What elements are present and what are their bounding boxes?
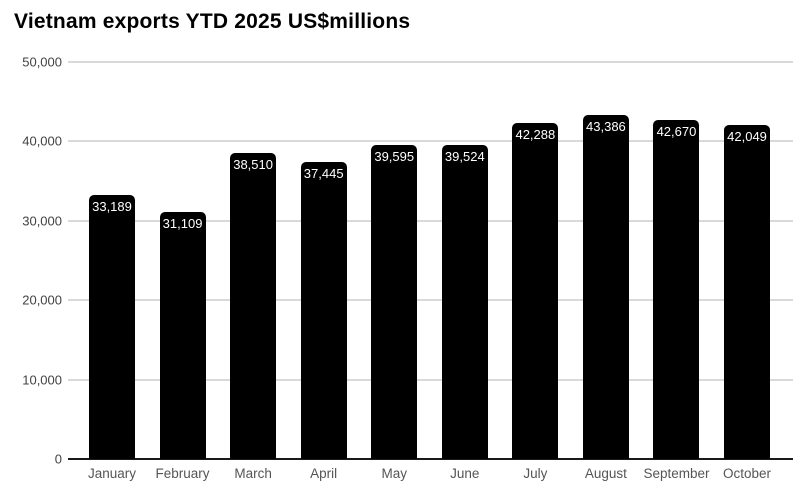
- bar-june: 39,524: [441, 145, 488, 459]
- bar-september: 42,670: [653, 120, 700, 459]
- bar-value-label: 37,445: [303, 165, 344, 181]
- gridline: [68, 299, 793, 302]
- bar-october: 42,049: [724, 125, 771, 459]
- x-axis-label-july: July: [523, 466, 548, 481]
- y-axis-tick-label: 50,000: [22, 54, 62, 70]
- y-axis-tick-label: 0: [54, 451, 62, 467]
- x-axis-label-june: June: [450, 466, 480, 481]
- x-axis-line: [68, 458, 793, 460]
- bar-july: 42,288: [512, 123, 559, 459]
- x-axis-label-february: February: [155, 466, 210, 481]
- bar-april: 37,445: [300, 161, 347, 459]
- x-axis-label-march: March: [234, 466, 272, 481]
- bar-march: 38,510: [230, 153, 277, 459]
- y-axis-tick-label: 20,000: [22, 292, 62, 308]
- gridline: [68, 61, 793, 63]
- bar-value-label: 39,595: [374, 148, 415, 164]
- y-axis-tick-label: 10,000: [22, 372, 62, 388]
- chart-title: Vietnam exports YTD 2025 US$millions: [14, 10, 411, 33]
- bar-may: 39,595: [371, 144, 418, 459]
- bar-value-label: 31,109: [162, 215, 203, 231]
- gridline: [68, 378, 793, 381]
- bar-value-label: 42,288: [515, 127, 556, 143]
- bar-value-label: 42,670: [656, 124, 697, 140]
- bar-value-label: 33,189: [92, 199, 132, 215]
- y-axis-tick-label: 30,000: [22, 213, 62, 229]
- bar-february: 31,109: [159, 211, 206, 459]
- x-axis-label-april: April: [310, 466, 338, 481]
- x-axis-label-january: January: [87, 466, 137, 481]
- gridline: [68, 140, 793, 143]
- x-axis-label-september: September: [643, 466, 710, 481]
- gridline: [68, 219, 793, 222]
- bar-value-label: 43,386: [586, 118, 626, 134]
- bar-value-label: 42,049: [727, 129, 767, 145]
- bar-august: 43,386: [582, 114, 629, 459]
- x-axis-label-may: May: [381, 466, 407, 481]
- bar-value-label: 38,510: [233, 157, 273, 173]
- x-axis-label-august: August: [584, 466, 627, 481]
- bar-value-label: 39,524: [444, 149, 485, 165]
- y-axis-tick-label: 40,000: [22, 133, 62, 149]
- x-axis-label-october: October: [723, 466, 772, 481]
- bar-january: 33,189: [89, 195, 135, 459]
